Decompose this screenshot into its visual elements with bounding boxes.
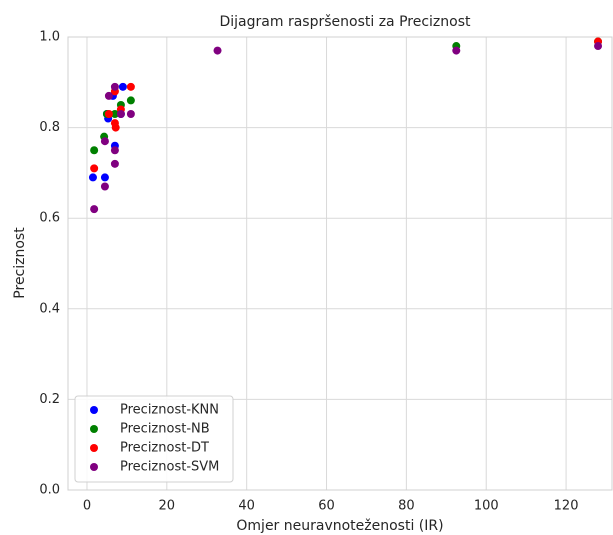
x-axis-label: Omjer neuravnoteženosti (IR) (236, 518, 443, 534)
legend-label: Preciznost-NB (120, 422, 210, 437)
point (126, 82, 135, 91)
point (213, 46, 222, 55)
x-tick-label: 100 (474, 499, 499, 514)
point (110, 146, 119, 155)
point (111, 123, 120, 132)
point (110, 82, 119, 91)
x-tick-label: 80 (398, 499, 415, 514)
point (104, 91, 113, 100)
y-tick-label: 1.0 (39, 30, 60, 45)
plot-frame (67, 36, 613, 491)
x-tick-label: 120 (554, 499, 579, 514)
x-tick-label: 20 (159, 499, 176, 514)
point (90, 146, 99, 155)
chart-title: Dijagram raspršenosti za Preciznost (220, 14, 471, 30)
legend-marker (90, 444, 98, 452)
x-tick-label: 40 (238, 499, 255, 514)
point (100, 173, 109, 182)
point (90, 205, 99, 214)
point (116, 110, 125, 119)
legend-marker (90, 425, 98, 433)
y-axis-label: Preciznost (12, 227, 28, 299)
legend-label: Preciznost-DT (120, 441, 209, 456)
x-tick-label: 60 (318, 499, 335, 514)
legend-label: Preciznost-SVM (120, 460, 219, 475)
point (100, 182, 109, 191)
y-tick-label: 0.4 (39, 301, 60, 316)
y-tick-label: 0.6 (39, 211, 60, 226)
point (118, 82, 127, 91)
point (126, 96, 135, 105)
legend-marker (90, 463, 98, 471)
point (110, 159, 119, 168)
legend-marker (90, 406, 98, 414)
y-tick-label: 0.8 (39, 120, 60, 135)
y-tick-label: 0.2 (39, 392, 60, 407)
y-tick-label: 0.0 (39, 483, 60, 498)
point (126, 110, 135, 119)
point (594, 42, 603, 51)
point (452, 46, 461, 55)
point (88, 173, 97, 182)
point (90, 164, 99, 173)
point (110, 110, 119, 119)
legend-label: Preciznost-KNN (120, 403, 219, 418)
point (104, 110, 113, 119)
x-tick-label: 0 (83, 499, 91, 514)
point (100, 137, 109, 146)
legend-box (74, 395, 234, 483)
